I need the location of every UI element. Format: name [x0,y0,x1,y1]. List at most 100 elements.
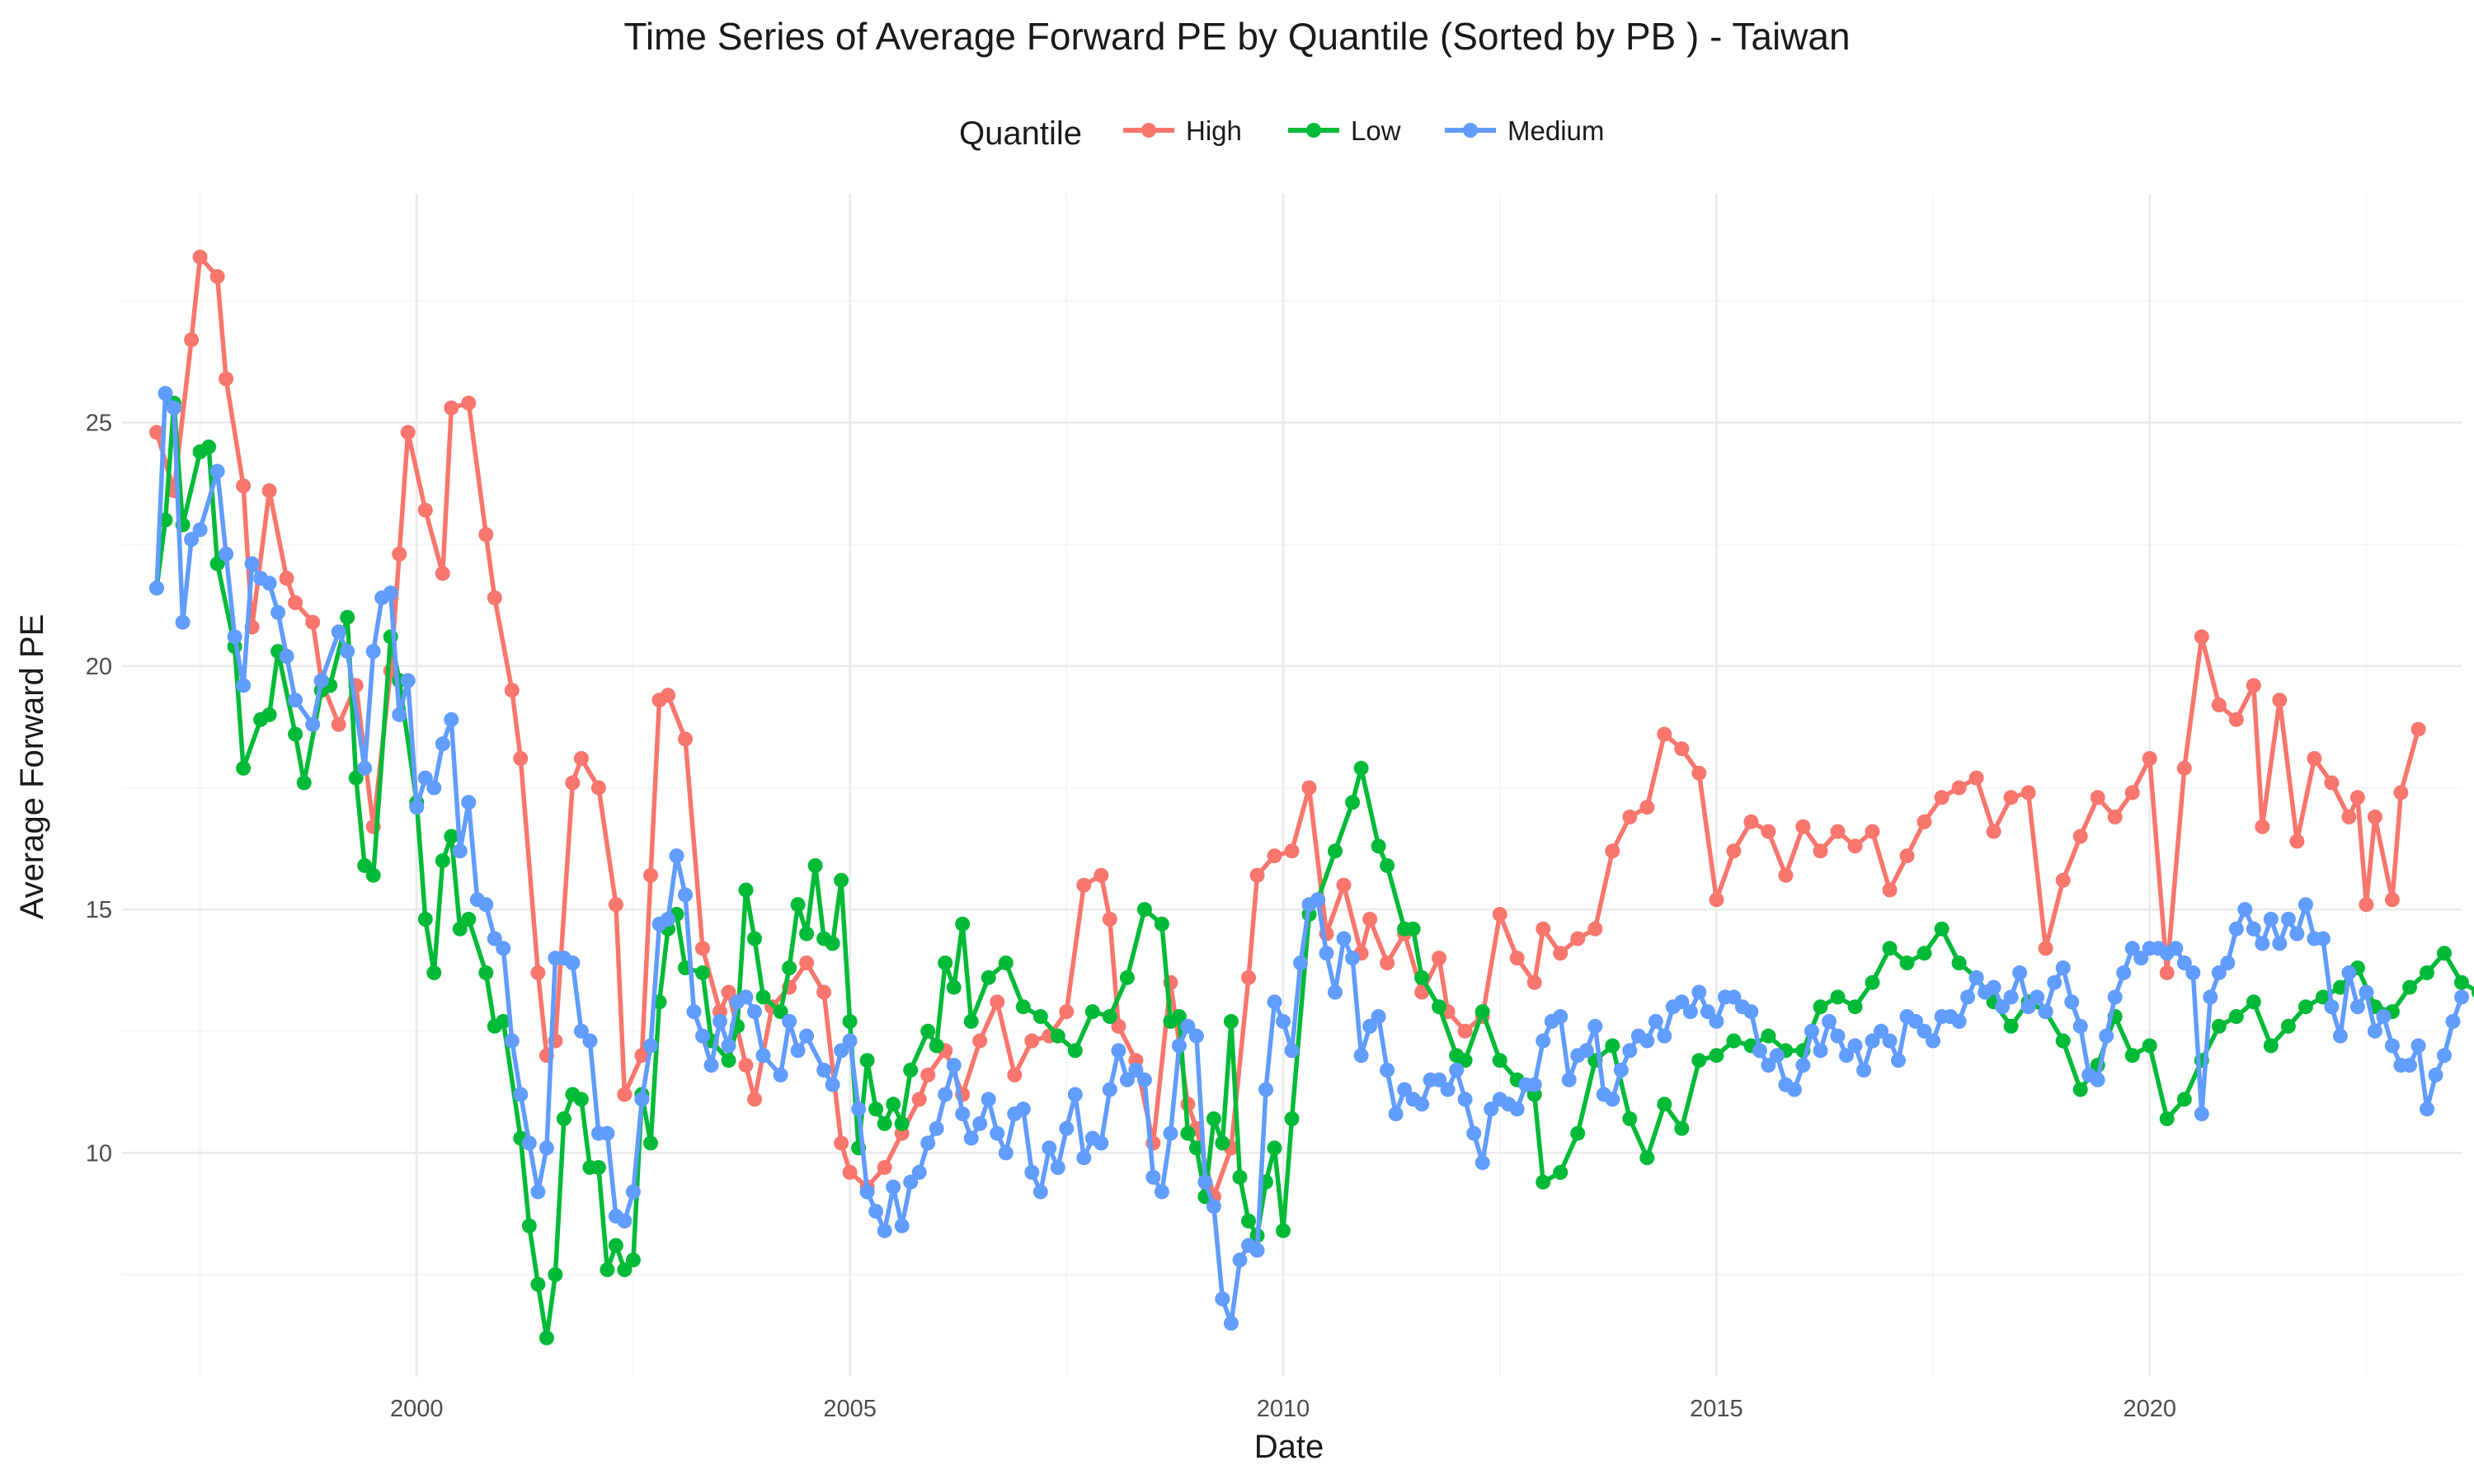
data-point-low [365,867,381,883]
data-point-medium [1197,1174,1213,1190]
data-point-medium [1414,1097,1430,1112]
data-point-high [972,1033,988,1049]
data-point-medium [1986,979,2001,995]
data-point-medium [2012,965,2028,980]
data-point-low [825,936,840,951]
data-point-low [2072,1082,2088,1097]
data-point-medium [2298,897,2313,913]
data-point-medium [1856,1063,1871,1078]
data-point-high [1301,780,1317,796]
data-point-low [625,1252,641,1268]
data-point-high [2359,897,2374,913]
data-point-medium [357,760,373,776]
data-point-medium [2359,984,2374,1000]
data-point-high [1778,867,1794,883]
data-point-medium [2445,1013,2461,1029]
data-point-medium [261,575,277,591]
data-point-low [695,965,710,980]
data-point-high [1951,780,1967,796]
data-point-low [1847,999,1863,1015]
data-point-high [2090,790,2105,805]
data-point-medium [1136,1072,1152,1087]
data-point-high [2142,751,2157,766]
data-point-low [920,1023,936,1039]
data-point-medium [1839,1048,1854,1064]
data-point-medium [1293,956,1308,970]
data-point-low [643,1135,658,1151]
data-point-medium [1484,1101,1499,1117]
data-point-medium [963,1130,979,1146]
data-point-high [1457,1023,1473,1039]
data-point-high [2411,721,2426,737]
data-point-medium [825,1077,840,1092]
data-point-high [695,941,710,956]
data-point-medium [1682,1004,1698,1020]
data-point-high [2367,809,2382,824]
data-point-high [2324,775,2340,791]
data-point-medium [244,556,260,571]
data-point-medium [209,463,225,479]
data-point-high [1968,770,1984,786]
data-point-medium [184,532,200,547]
data-point-high [1639,800,1655,815]
data-point-medium [426,780,442,796]
data-point-medium [2315,931,2331,946]
data-point-high [1492,907,1507,922]
data-point-low [1206,1111,1221,1126]
data-point-low [2437,946,2452,961]
data-point-high [236,478,252,494]
data-point-medium [1995,999,2011,1015]
data-point-medium [219,547,234,561]
data-point-low [955,916,971,932]
data-point-medium [1310,892,1325,908]
data-point-high [565,775,581,791]
data-point-medium [773,1067,788,1082]
data-point-low [1492,1053,1507,1068]
data-point-low [452,921,468,937]
legend-key-point [1306,123,1321,138]
y-tick-label: 10 [86,1140,112,1167]
data-point-medium [2376,1009,2392,1024]
data-point-low [807,857,823,873]
data-point-high [1934,790,1950,805]
data-point-medium [2402,1058,2417,1073]
data-point-low [782,960,797,975]
legend-title: Quantile [959,115,1082,152]
data-point-high [1076,877,1092,893]
data-point-medium [175,614,190,630]
series-layer [149,249,2474,1345]
data-point-low [1084,1004,1100,1020]
data-point-high [590,780,606,796]
data-point-medium [400,673,416,688]
data-point-high [816,984,832,1000]
data-point-medium [313,673,329,688]
data-point-medium [1284,1043,1300,1059]
data-point-medium [539,1140,554,1156]
data-point-low [1457,1053,1473,1068]
data-point-medium [2072,1018,2088,1034]
data-point-low [1657,1097,1672,1112]
data-point-high [1795,819,1811,834]
data-point-medium [149,580,164,596]
data-point-high [219,371,234,387]
data-point-medium [859,1184,875,1200]
data-point-medium [1822,1013,1837,1029]
data-point-low [444,829,459,844]
data-point-medium [158,386,173,402]
data-point-medium [2099,1028,2114,1044]
data-point-high [1241,970,1256,985]
data-point-medium [2420,1101,2434,1117]
data-point-medium [955,1106,971,1122]
legend-key-point [1463,123,1478,138]
data-point-high [661,688,675,703]
data-point-medium [686,1004,702,1020]
data-point-low [357,857,373,873]
data-point-high [1102,911,1117,927]
data-point-high [2159,965,2175,980]
data-point-medium [990,1125,1005,1141]
data-point-high [1059,1004,1075,1020]
data-point-medium [452,843,468,859]
data-point-low [998,956,1014,970]
data-point-low [1154,916,1169,932]
